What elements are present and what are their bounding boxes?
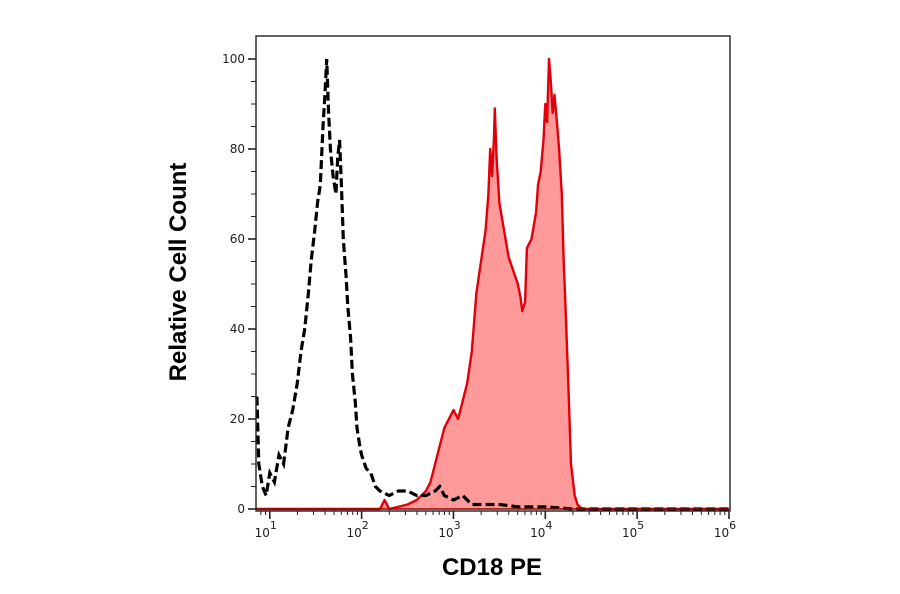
x-tick-label: 106 xyxy=(714,519,736,540)
x-tick-label: 105 xyxy=(622,519,644,540)
y-tick-label: 60 xyxy=(230,232,245,246)
cd18-pe-histogram-line xyxy=(256,57,729,511)
y-tick-label: 100 xyxy=(222,52,245,66)
y-tick-label: 0 xyxy=(237,502,245,516)
y-tick-label: 20 xyxy=(230,412,245,426)
x-axis-title: CD18 PE xyxy=(442,554,542,581)
y-axis: 0 20 40 60 80 100 xyxy=(222,52,256,516)
plot-frame xyxy=(255,35,731,512)
y-tick-label: 80 xyxy=(230,142,245,156)
plot-area xyxy=(255,57,729,511)
y-tick-label: 40 xyxy=(230,322,245,336)
cd18-pe-histogram-fill xyxy=(256,59,729,509)
x-tick-label: 104 xyxy=(530,519,552,540)
x-tick-label: 101 xyxy=(255,519,277,540)
y-axis-title: Relative Cell Count xyxy=(165,163,192,382)
x-tick-label: 103 xyxy=(438,519,460,540)
x-axis: 101 102 103 104 105 106 xyxy=(255,511,736,540)
x-tick-label: 102 xyxy=(346,519,368,540)
isotype-control-histogram-line xyxy=(255,58,729,511)
